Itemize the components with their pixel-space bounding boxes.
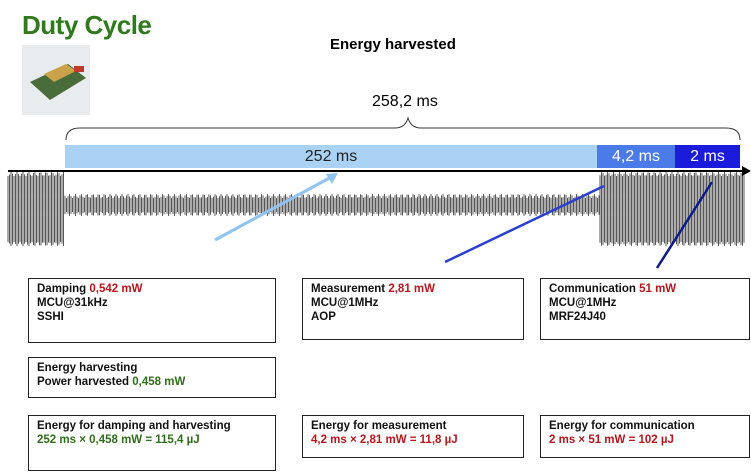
title: Duty Cycle bbox=[22, 10, 151, 41]
waveform bbox=[8, 172, 744, 246]
box: Energy harvesting Power harvested 0,458 … bbox=[28, 357, 276, 398]
formula: 4,2 ms × 2,81 mW = 11,8 µJ bbox=[311, 434, 458, 446]
box-line: MRF24J40 bbox=[549, 311, 606, 323]
box: Damping 0,542 mW MCU@31kHz SSHI bbox=[28, 278, 276, 343]
box-line: Power harvested bbox=[37, 376, 129, 388]
pointer bbox=[445, 186, 604, 262]
box-label: Energy for damping and harvesting bbox=[37, 420, 231, 432]
brace bbox=[66, 118, 740, 140]
arrowhead bbox=[742, 166, 751, 176]
box: Energy for damping and harvesting 252 ms… bbox=[28, 415, 276, 471]
formula: 252 ms × 0,458 mW = 115,4 µJ bbox=[37, 434, 200, 446]
box-line: SSHI bbox=[37, 311, 64, 323]
segment-label: 4,2 ms bbox=[597, 145, 675, 168]
power: 0,542 mW bbox=[89, 283, 142, 295]
formula: 2 ms × 51 mW = 102 µJ bbox=[549, 434, 674, 446]
box: Communication 51 mW MCU@1MHz MRF24J40 bbox=[540, 278, 750, 340]
box-line: MCU@1MHz bbox=[311, 297, 378, 309]
slide: Duty Cycle Energy harvested 258,2 ms 252… bbox=[0, 0, 751, 473]
power: 2,81 mW bbox=[388, 283, 435, 295]
box: Energy for communication 2 ms × 51 mW = … bbox=[540, 415, 750, 458]
box-line: MCU@1MHz bbox=[549, 297, 616, 309]
box-line: AOP bbox=[311, 311, 336, 323]
diagram-art bbox=[0, 0, 751, 473]
box: Measurement 2,81 mW MCU@1MHz AOP bbox=[302, 278, 524, 340]
power: 51 mW bbox=[639, 283, 676, 295]
box-label: Measurement bbox=[311, 283, 385, 295]
box-label: Damping bbox=[37, 283, 86, 295]
box: Energy for measurement 4,2 ms × 2,81 mW … bbox=[302, 415, 524, 458]
box-label: Energy for measurement bbox=[311, 420, 447, 432]
total-duration: 258,2 ms bbox=[372, 93, 438, 111]
energy-label: Energy harvested bbox=[330, 36, 456, 53]
box-label: Communication bbox=[549, 283, 636, 295]
box-line: MCU@31kHz bbox=[37, 297, 108, 309]
box-label: Energy harvesting bbox=[37, 362, 137, 374]
segment-label: 2 ms bbox=[675, 145, 740, 168]
signal bbox=[8, 172, 744, 246]
board-part bbox=[74, 66, 84, 72]
segment-label: 252 ms bbox=[65, 145, 597, 168]
power: 0,458 mW bbox=[132, 376, 185, 388]
box-label: Energy for communication bbox=[549, 420, 695, 432]
